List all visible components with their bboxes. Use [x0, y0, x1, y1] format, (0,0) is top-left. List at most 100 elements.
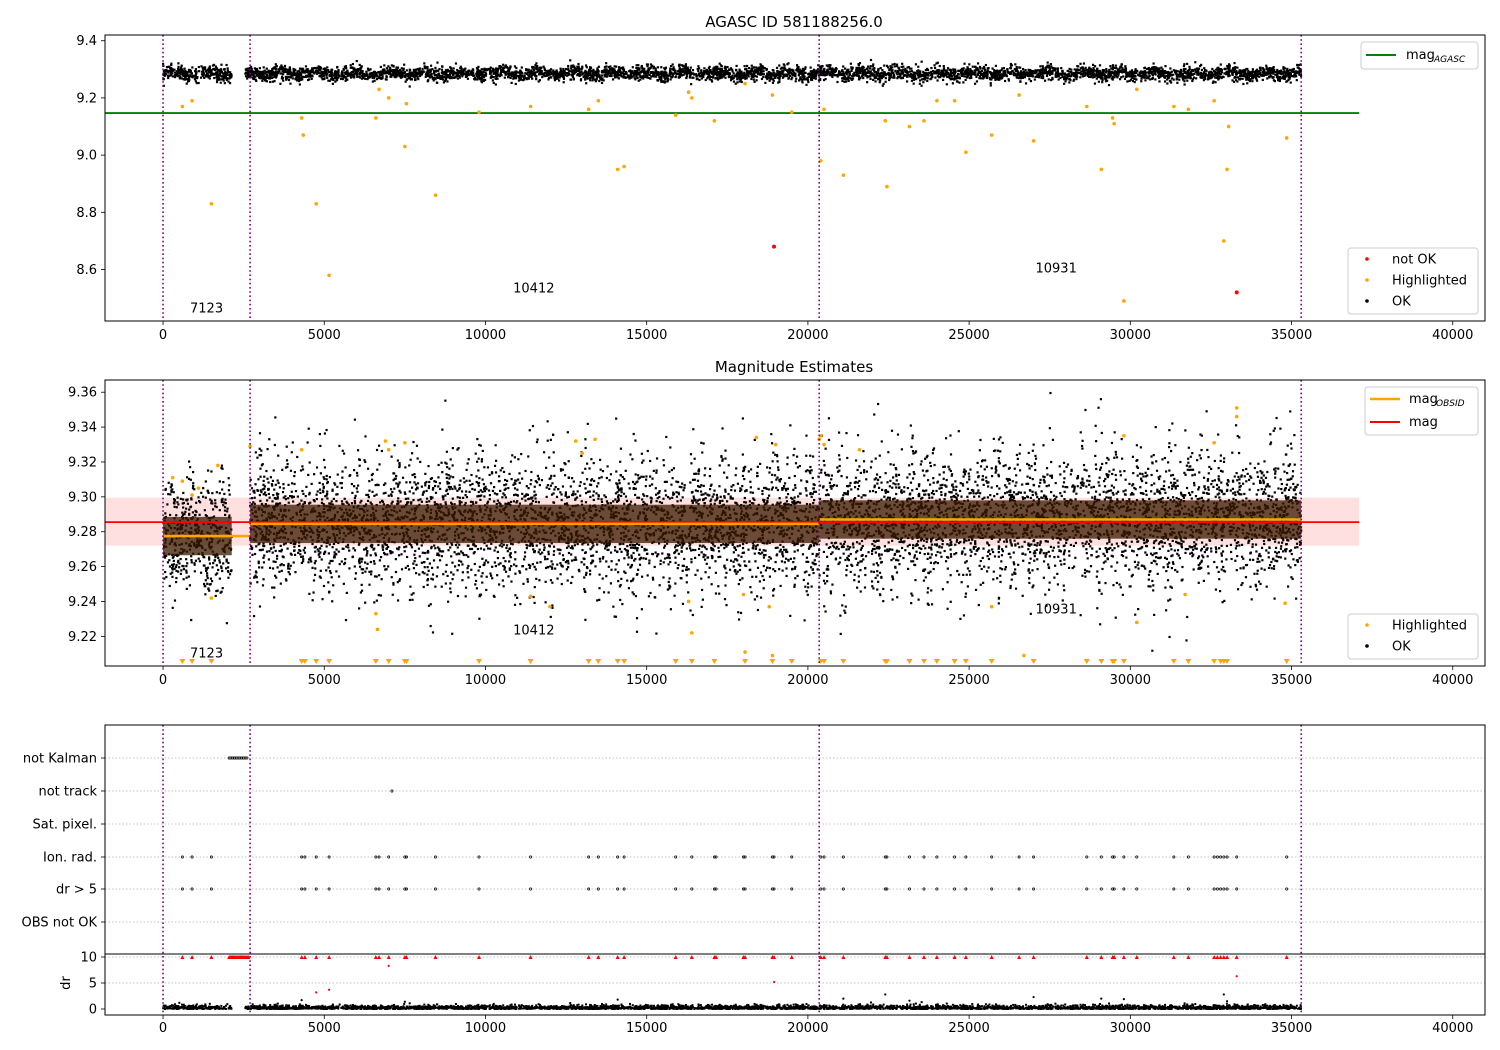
ok-point — [857, 63, 860, 66]
ok-point — [1242, 82, 1245, 86]
ok-point — [590, 76, 593, 79]
ok-point — [827, 71, 830, 74]
ok-point — [405, 69, 408, 72]
ok-point — [1019, 75, 1022, 78]
ok-point — [885, 64, 889, 67]
ok-point — [905, 75, 909, 78]
ok-point — [264, 77, 267, 81]
ok-point — [246, 71, 249, 75]
ok-point — [1227, 69, 1231, 72]
ok-point — [391, 68, 394, 72]
ok-point — [403, 63, 406, 66]
ok-point — [752, 75, 755, 79]
ok-point — [1087, 75, 1091, 78]
ok-point — [554, 74, 557, 78]
ok-point — [865, 74, 869, 78]
ok-point — [306, 68, 309, 71]
ok-point — [779, 72, 783, 75]
ok-point — [1056, 69, 1059, 72]
ok-point — [262, 77, 265, 80]
ok-point — [1165, 75, 1168, 78]
ok-point — [964, 78, 967, 81]
ok-point — [924, 76, 927, 79]
ok-point — [1009, 64, 1013, 67]
ok-point — [535, 65, 538, 68]
ok-point — [228, 74, 231, 78]
ok-point — [725, 69, 729, 73]
ok-point — [769, 73, 773, 76]
ok-point — [1170, 70, 1173, 73]
ok-point — [530, 74, 534, 77]
ok-point — [793, 72, 796, 75]
ok-point — [659, 78, 662, 81]
ok-point — [856, 67, 859, 70]
ok-point — [349, 76, 353, 79]
ok-point — [1282, 75, 1286, 78]
ok-point — [850, 77, 853, 80]
ok-point — [1278, 75, 1282, 79]
ok-point — [688, 69, 692, 72]
ok-point — [877, 69, 880, 72]
ok-point — [778, 76, 781, 79]
ok-point — [371, 76, 374, 79]
ok-point — [1209, 70, 1213, 74]
ok-point — [1079, 67, 1082, 70]
ok-point — [494, 68, 497, 71]
ok-point — [1209, 73, 1212, 76]
ok-point — [679, 68, 682, 71]
ok-point — [1169, 71, 1172, 74]
ok-point — [652, 74, 655, 77]
ok-point — [842, 72, 845, 75]
ok-point — [272, 73, 275, 76]
ok-point — [790, 78, 793, 81]
ok-point — [399, 68, 402, 72]
ok-point — [1167, 74, 1170, 77]
ok-point — [267, 69, 270, 72]
ok-point — [216, 68, 219, 71]
ok-point — [1055, 71, 1058, 74]
ok-point — [988, 76, 991, 80]
ok-point — [367, 76, 370, 79]
ok-point — [698, 78, 701, 82]
ok-point — [452, 71, 455, 74]
ok-point — [1084, 69, 1087, 72]
ok-point — [590, 75, 593, 78]
ok-point — [966, 71, 970, 75]
ok-point — [1183, 83, 1186, 86]
ok-point — [353, 72, 356, 76]
ok-point — [624, 72, 628, 75]
ok-point — [402, 68, 405, 71]
ok-point — [334, 80, 337, 83]
ok-point — [549, 72, 552, 75]
ok-point — [697, 65, 700, 68]
ok-point — [1132, 71, 1135, 74]
ok-point — [1124, 65, 1127, 68]
ok-point — [219, 81, 222, 84]
ok-point — [222, 73, 225, 76]
ok-point — [708, 65, 711, 68]
ok-point — [985, 76, 988, 80]
ok-point — [449, 72, 452, 75]
ok-point — [1264, 71, 1267, 74]
ok-point — [273, 72, 276, 76]
ok-point — [942, 67, 946, 70]
highlighted-point — [327, 273, 331, 278]
ok-point — [935, 62, 938, 65]
ok-point — [1063, 82, 1066, 85]
ok-point — [182, 74, 185, 78]
ok-point — [386, 71, 389, 74]
ok-point — [310, 71, 313, 74]
ok-point — [874, 80, 877, 83]
ok-point — [315, 72, 319, 75]
ok-point — [819, 71, 823, 74]
ok-point — [994, 73, 997, 76]
ok-point — [1282, 72, 1285, 75]
ok-point — [1145, 71, 1148, 74]
ok-point — [1162, 71, 1165, 75]
ok-point — [680, 64, 683, 67]
ok-point — [1223, 67, 1227, 70]
ok-point — [878, 72, 881, 75]
ok-point — [614, 73, 618, 76]
ok-point — [1273, 70, 1276, 73]
ok-point — [879, 73, 882, 77]
